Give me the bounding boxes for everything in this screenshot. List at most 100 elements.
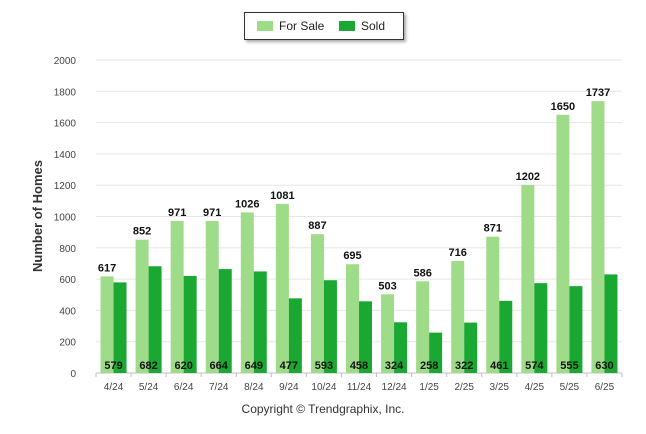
- bar-for-sale[interactable]: [591, 101, 605, 374]
- y-tick-label: 600: [59, 275, 76, 286]
- bar-sold[interactable]: [183, 275, 197, 373]
- y-tick-label: 1200: [54, 181, 77, 192]
- bar-for-sale[interactable]: [451, 260, 465, 373]
- sold-swatch: [339, 21, 355, 31]
- x-tick-label: 6/25: [595, 382, 615, 393]
- legend-item-sold[interactable]: Sold: [339, 19, 385, 33]
- x-axis-ticks: 4/24 5/24 6/24 7/24 8/24 9/24 10/24 11/24 12/24 1…: [95, 373, 623, 393]
- data-label-for-sale: 617: [98, 262, 116, 274]
- bar-for-sale[interactable]: [135, 239, 149, 373]
- for-sale-swatch: [257, 21, 273, 31]
- data-label-for-sale: 1202: [516, 171, 540, 183]
- bar-for-sale[interactable]: [205, 221, 219, 373]
- legend: For Sale Sold: [244, 12, 404, 40]
- x-tick-label: 5/25: [560, 382, 580, 393]
- bar-for-sale[interactable]: [416, 281, 430, 373]
- data-label-sold: 664: [210, 360, 229, 372]
- data-label-for-sale: 1650: [551, 101, 575, 113]
- y-tick-label: 1600: [54, 119, 77, 130]
- legend-label-for-sale: For Sale: [279, 19, 325, 33]
- bar-for-sale[interactable]: [486, 236, 500, 373]
- data-label-sold: 258: [420, 360, 438, 372]
- x-tick-label: 2/25: [454, 382, 474, 393]
- data-label-sold: 555: [560, 360, 578, 372]
- bar-sold[interactable]: [323, 280, 337, 373]
- x-tick-label: 7/24: [209, 382, 229, 393]
- copyright-text: Copyright © Trendgraphix, Inc.: [241, 402, 405, 416]
- data-label-for-sale: 1026: [235, 198, 259, 210]
- data-label-for-sale: 852: [133, 226, 151, 238]
- x-tick-label: 3/25: [490, 382, 510, 393]
- bar-for-sale[interactable]: [556, 114, 570, 374]
- data-label-for-sale: 586: [413, 267, 431, 279]
- data-label-sold: 324: [385, 360, 404, 372]
- y-tick-label: 0: [70, 369, 76, 380]
- data-label-sold: 579: [104, 360, 122, 372]
- x-tick-label: 4/24: [104, 382, 124, 393]
- bar-sold[interactable]: [464, 322, 478, 373]
- data-label-sold: 574: [525, 360, 544, 372]
- data-label-for-sale: 716: [449, 247, 467, 259]
- data-labels: 617 579 852 682 971 620 971 664 1026 649 1081 477 88…: [98, 87, 614, 372]
- bar-sold[interactable]: [499, 300, 513, 373]
- data-label-sold: 461: [490, 360, 508, 372]
- data-label-for-sale: 1081: [270, 190, 294, 202]
- x-tick-label: 11/24: [347, 382, 372, 393]
- data-label-sold: 682: [139, 360, 157, 372]
- data-label-for-sale: 871: [484, 223, 502, 235]
- y-tick-label: 400: [59, 306, 76, 317]
- y-tick-label: 800: [59, 244, 76, 255]
- data-label-sold: 477: [280, 360, 298, 372]
- bar-for-sale[interactable]: [100, 276, 114, 373]
- data-label-sold: 322: [455, 360, 473, 372]
- x-tick-label: 4/25: [525, 382, 545, 393]
- bar-for-sale[interactable]: [521, 184, 535, 373]
- y-tick-label: 1800: [54, 87, 77, 98]
- data-label-for-sale: 1737: [586, 87, 610, 99]
- bar-for-sale[interactable]: [346, 264, 359, 373]
- x-tick-label: 8/24: [244, 382, 264, 393]
- bar-sold[interactable]: [394, 322, 408, 373]
- data-label-for-sale: 971: [168, 207, 186, 219]
- bar-sold[interactable]: [534, 283, 548, 373]
- data-label-for-sale: 971: [203, 207, 221, 219]
- bar-sold[interactable]: [429, 332, 443, 373]
- y-tick-label: 2000: [54, 56, 77, 67]
- data-label-for-sale: 503: [378, 280, 396, 292]
- data-label-sold: 458: [350, 360, 368, 372]
- data-label-sold: 620: [174, 360, 192, 372]
- x-tick-label: 1/25: [419, 382, 439, 393]
- y-axis-ticks: 0 200 400 600 800 1000 1200 1400 1600 1800 2000: [54, 56, 77, 380]
- x-tick-label: 10/24: [311, 382, 336, 393]
- bar-for-sale[interactable]: [275, 203, 289, 373]
- y-tick-label: 1400: [54, 150, 77, 161]
- y-tick-label: 1000: [54, 213, 77, 224]
- y-axis-label: Number of Homes: [30, 160, 45, 272]
- bar-sold[interactable]: [359, 301, 372, 373]
- bar-sold[interactable]: [569, 286, 583, 373]
- data-label-sold: 593: [315, 360, 333, 372]
- bar-sold[interactable]: [604, 274, 618, 373]
- bar-sold[interactable]: [218, 269, 232, 373]
- y-tick-label: 200: [59, 338, 76, 349]
- x-tick-label: 6/24: [174, 382, 194, 393]
- x-tick-label: 9/24: [279, 382, 299, 393]
- bar-sold[interactable]: [148, 266, 162, 373]
- bar-sold[interactable]: [113, 282, 127, 373]
- bar-sold[interactable]: [288, 298, 302, 373]
- bar-for-sale[interactable]: [170, 221, 184, 373]
- legend-item-for-sale[interactable]: For Sale: [257, 19, 324, 33]
- bars: [100, 101, 618, 374]
- bar-for-sale[interactable]: [381, 294, 395, 373]
- data-label-for-sale: 695: [343, 250, 361, 262]
- bar-for-sale[interactable]: [240, 212, 254, 373]
- x-tick-label: 12/24: [382, 382, 407, 393]
- bar-sold[interactable]: [253, 271, 267, 373]
- legend-label-sold: Sold: [361, 19, 386, 33]
- x-tick-label: 5/24: [139, 382, 159, 393]
- data-label-sold: 649: [245, 360, 263, 372]
- data-label-sold: 630: [595, 360, 613, 372]
- data-label-for-sale: 887: [308, 220, 326, 232]
- bar-for-sale[interactable]: [310, 234, 324, 373]
